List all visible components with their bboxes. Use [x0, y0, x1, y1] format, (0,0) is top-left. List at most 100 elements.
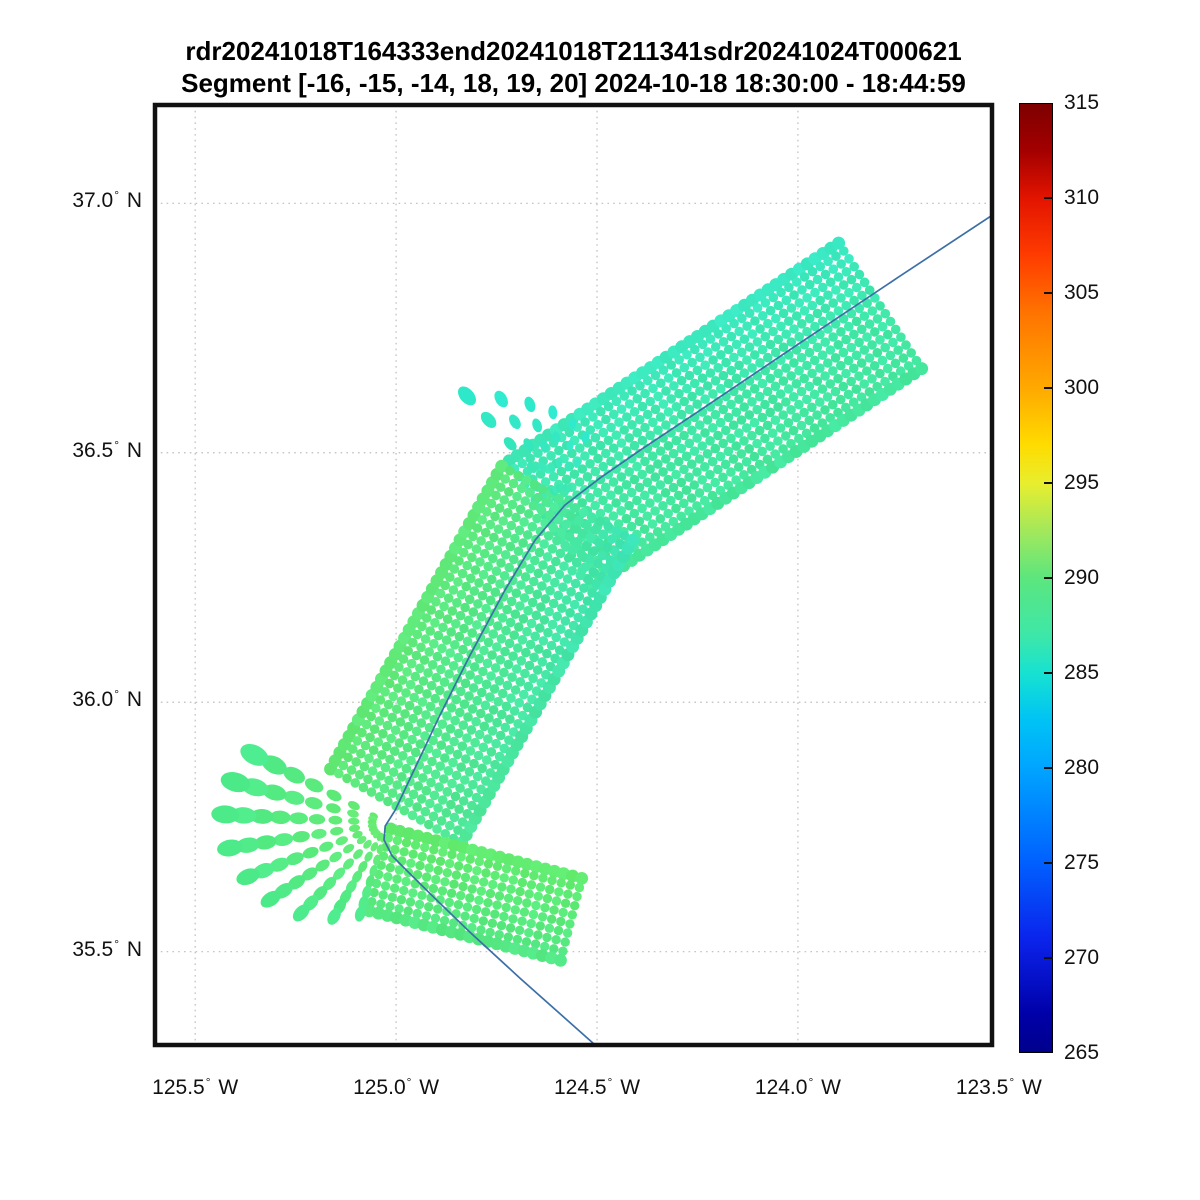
swath-dot [533, 568, 544, 579]
swath-dot [645, 498, 655, 508]
swath-dot [707, 456, 718, 467]
swath-dot [603, 401, 614, 412]
swath-dot [476, 708, 486, 719]
swath-dot [467, 922, 477, 933]
swath-dot [786, 303, 797, 313]
swath-dot [471, 904, 482, 915]
swath-dot [723, 378, 734, 389]
swath-dot [519, 689, 529, 700]
swath-dot [778, 410, 788, 420]
swath-dot [542, 932, 552, 943]
swath-dot [594, 537, 604, 548]
swath-dot [694, 454, 705, 464]
swath-dot [558, 946, 568, 956]
swath-dot [551, 556, 561, 567]
swath-dot [488, 629, 499, 639]
fan-footprint [480, 411, 497, 428]
swath-dot [561, 595, 572, 605]
swath-dot [497, 882, 507, 892]
swath-dot [538, 873, 548, 883]
swath-dot [562, 928, 573, 938]
swath-dot [401, 838, 412, 848]
swath-dot [805, 279, 815, 290]
swath-dot [529, 479, 540, 490]
swath-dot [705, 368, 716, 378]
swath-dot [841, 334, 851, 345]
swath-dot [557, 603, 567, 613]
swath-dot [520, 496, 530, 506]
swath-dot [647, 451, 658, 462]
swath-dot [554, 887, 564, 897]
swath-dot [799, 407, 809, 418]
swath-dot [410, 879, 420, 889]
swath-dot [566, 511, 576, 521]
swath-dot [497, 537, 507, 547]
swath-dot [431, 748, 442, 759]
swath-dot [695, 352, 705, 363]
swath-dot [385, 863, 395, 873]
swath-dot [436, 740, 447, 750]
fan-footprint [565, 484, 573, 493]
swath-dot [809, 389, 820, 400]
swath-dot [653, 459, 663, 469]
swath-dot [482, 755, 492, 765]
colorbar-tick-label: 270 [1064, 946, 1100, 969]
swath-dot [718, 472, 728, 483]
swath-dot [726, 467, 736, 477]
swath-dot [504, 638, 515, 649]
swath-dot [519, 907, 530, 917]
swath-dot [446, 703, 457, 713]
swath-dot [365, 732, 375, 743]
swath-dot [437, 795, 448, 805]
swath-dot [558, 907, 568, 918]
swath-dot [556, 878, 566, 888]
swath-dot [406, 858, 416, 868]
swath-dot [788, 425, 799, 436]
swath-dot [419, 881, 429, 891]
swath-dot [492, 642, 502, 652]
swath-dot [428, 811, 439, 822]
swath-dot [445, 724, 456, 734]
swath-dot [715, 451, 726, 462]
swath-dot [600, 482, 611, 493]
swath-dot [635, 414, 645, 425]
fan-footprint [566, 439, 574, 451]
swath-dot [417, 890, 427, 900]
swath-dot [671, 368, 682, 378]
fan-footprint [283, 790, 305, 805]
swath-dot [501, 625, 511, 636]
swath-dot [474, 895, 484, 905]
swath-dot [817, 316, 828, 327]
swath-dot [773, 402, 783, 412]
swath-dot [765, 339, 776, 350]
swath-dot [812, 376, 823, 387]
swath-dot [517, 635, 528, 645]
swath-dot [416, 794, 427, 804]
swath-dot [536, 505, 547, 516]
swath-dot [505, 617, 516, 628]
swath-dot [410, 671, 421, 682]
swath-dot [875, 335, 885, 345]
swath-dot [383, 796, 393, 807]
swath-dot [459, 699, 470, 709]
fan-footprint [548, 405, 558, 420]
swath-dot [487, 650, 497, 660]
swath-dot [446, 799, 456, 810]
swath-dot [531, 900, 541, 911]
swath-dot [421, 613, 432, 623]
swath-dot [392, 780, 403, 790]
swath-dot [401, 763, 412, 774]
swath-dot [525, 563, 535, 574]
swath-dot [844, 253, 854, 264]
swath-dot [493, 524, 504, 534]
swath-dot [379, 783, 390, 794]
swath-dot [697, 441, 708, 451]
swath-dot [435, 588, 446, 599]
swath-dot [424, 902, 434, 912]
swath-dot [372, 758, 383, 768]
fan-footprint [289, 812, 308, 825]
swath-dot [457, 741, 468, 751]
swath-dot [752, 303, 763, 313]
swath-dot [460, 678, 471, 689]
swath-dot [661, 454, 671, 464]
